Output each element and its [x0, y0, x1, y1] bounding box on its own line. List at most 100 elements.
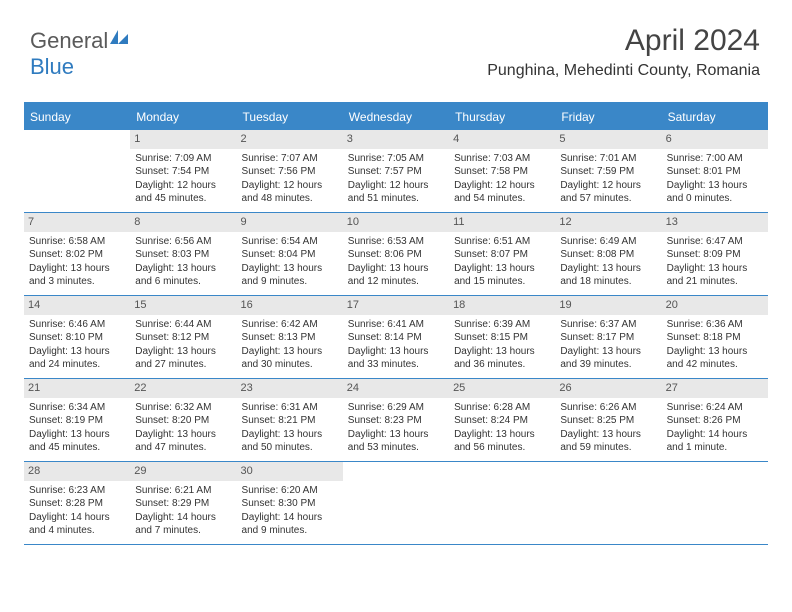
day-info-line: Sunset: 8:13 PM: [242, 331, 338, 345]
day-info-line: and 6 minutes.: [135, 275, 231, 289]
day-info-line: Sunrise: 6:34 AM: [29, 401, 125, 415]
day-info-line: Sunset: 7:58 PM: [454, 165, 550, 179]
day-info-line: Daylight: 13 hours: [454, 262, 550, 276]
day-info-line: Sunset: 8:28 PM: [29, 497, 125, 511]
day-info-line: and 15 minutes.: [454, 275, 550, 289]
day-info-line: Sunset: 7:59 PM: [560, 165, 656, 179]
weekday-header: Sunday: [24, 104, 130, 130]
day-info-line: Sunrise: 6:31 AM: [242, 401, 338, 415]
day-info-line: Sunset: 8:18 PM: [667, 331, 763, 345]
day-info-line: Sunset: 8:20 PM: [135, 414, 231, 428]
day-number: 1: [130, 130, 236, 149]
day-info-line: Sunset: 7:57 PM: [348, 165, 444, 179]
day-info-line: Sunset: 8:01 PM: [667, 165, 763, 179]
day-info-line: Daylight: 12 hours: [560, 179, 656, 193]
calendar-day-cell: 20Sunrise: 6:36 AMSunset: 8:18 PMDayligh…: [662, 296, 768, 378]
day-info-line: Sunset: 8:02 PM: [29, 248, 125, 262]
day-info-line: Daylight: 12 hours: [348, 179, 444, 193]
day-info-line: Daylight: 13 hours: [454, 428, 550, 442]
day-number: 15: [130, 296, 236, 315]
calendar-day-cell: 29Sunrise: 6:21 AMSunset: 8:29 PMDayligh…: [130, 462, 236, 544]
day-info-line: Sunset: 8:23 PM: [348, 414, 444, 428]
day-info-line: Sunset: 8:17 PM: [560, 331, 656, 345]
day-info-line: and 56 minutes.: [454, 441, 550, 455]
day-info-line: Sunrise: 6:46 AM: [29, 318, 125, 332]
calendar-day-cell: 27Sunrise: 6:24 AMSunset: 8:26 PMDayligh…: [662, 379, 768, 461]
calendar-day-cell: 11Sunrise: 6:51 AMSunset: 8:07 PMDayligh…: [449, 213, 555, 295]
day-info-line: Daylight: 13 hours: [348, 262, 444, 276]
day-info-line: and 57 minutes.: [560, 192, 656, 206]
day-info-line: Daylight: 14 hours: [667, 428, 763, 442]
day-info-line: Daylight: 13 hours: [560, 345, 656, 359]
day-number: 10: [343, 213, 449, 232]
day-info-line: Sunset: 7:54 PM: [135, 165, 231, 179]
day-info-line: Daylight: 13 hours: [29, 428, 125, 442]
calendar-day-cell: 6Sunrise: 7:00 AMSunset: 8:01 PMDaylight…: [662, 130, 768, 212]
day-info-line: Daylight: 13 hours: [29, 262, 125, 276]
day-number: 23: [237, 379, 343, 398]
day-info-line: and 9 minutes.: [242, 524, 338, 538]
day-info-line: Daylight: 13 hours: [348, 428, 444, 442]
day-info-line: Sunset: 8:09 PM: [667, 248, 763, 262]
day-number: 22: [130, 379, 236, 398]
calendar-day-cell: 18Sunrise: 6:39 AMSunset: 8:15 PMDayligh…: [449, 296, 555, 378]
day-info-line: Sunrise: 7:09 AM: [135, 152, 231, 166]
page-title: April 2024 Punghina, Mehedinti County, R…: [487, 24, 760, 80]
day-info-line: Daylight: 13 hours: [667, 345, 763, 359]
day-info-line: and 42 minutes.: [667, 358, 763, 372]
triangle-icon: [110, 30, 118, 44]
day-info-line: Sunrise: 7:01 AM: [560, 152, 656, 166]
day-number: 16: [237, 296, 343, 315]
day-info-line: and 18 minutes.: [560, 275, 656, 289]
weekday-header: Thursday: [449, 104, 555, 130]
day-info-line: Daylight: 13 hours: [454, 345, 550, 359]
day-info-line: Sunset: 8:14 PM: [348, 331, 444, 345]
day-info-line: and 47 minutes.: [135, 441, 231, 455]
calendar-day-cell: 12Sunrise: 6:49 AMSunset: 8:08 PMDayligh…: [555, 213, 661, 295]
day-info-line: Sunrise: 7:05 AM: [348, 152, 444, 166]
day-info-line: and 30 minutes.: [242, 358, 338, 372]
day-info-line: Sunset: 8:12 PM: [135, 331, 231, 345]
calendar-day-cell: 25Sunrise: 6:28 AMSunset: 8:24 PMDayligh…: [449, 379, 555, 461]
calendar-day-cell: 15Sunrise: 6:44 AMSunset: 8:12 PMDayligh…: [130, 296, 236, 378]
day-info-line: Sunrise: 6:26 AM: [560, 401, 656, 415]
day-number: 11: [449, 213, 555, 232]
day-info-line: Daylight: 13 hours: [667, 179, 763, 193]
calendar-day-cell: 22Sunrise: 6:32 AMSunset: 8:20 PMDayligh…: [130, 379, 236, 461]
day-info-line: and 7 minutes.: [135, 524, 231, 538]
day-info-line: Daylight: 14 hours: [135, 511, 231, 525]
day-number: 12: [555, 213, 661, 232]
day-info-line: Sunrise: 6:49 AM: [560, 235, 656, 249]
day-info-line: and 59 minutes.: [560, 441, 656, 455]
day-number: 26: [555, 379, 661, 398]
day-number: 30: [237, 462, 343, 481]
day-number: 9: [237, 213, 343, 232]
day-number: 6: [662, 130, 768, 149]
day-info-line: Daylight: 14 hours: [29, 511, 125, 525]
day-info-line: Sunset: 8:19 PM: [29, 414, 125, 428]
calendar-week-row: 14Sunrise: 6:46 AMSunset: 8:10 PMDayligh…: [24, 296, 768, 379]
calendar-day-cell: 8Sunrise: 6:56 AMSunset: 8:03 PMDaylight…: [130, 213, 236, 295]
day-info-line: Daylight: 13 hours: [560, 262, 656, 276]
weekday-header: Saturday: [662, 104, 768, 130]
day-info-line: Sunset: 8:03 PM: [135, 248, 231, 262]
brand-logo: General Blue: [30, 28, 128, 80]
day-number: 14: [24, 296, 130, 315]
day-info-line: Sunrise: 6:28 AM: [454, 401, 550, 415]
day-info-line: Sunrise: 7:07 AM: [242, 152, 338, 166]
weekday-header: Monday: [130, 104, 236, 130]
day-info-line: Sunrise: 6:23 AM: [29, 484, 125, 498]
day-info-line: Daylight: 13 hours: [135, 428, 231, 442]
day-info-line: Sunrise: 6:42 AM: [242, 318, 338, 332]
calendar-day-cell: [24, 130, 130, 212]
calendar-day-cell: 7Sunrise: 6:58 AMSunset: 8:02 PMDaylight…: [24, 213, 130, 295]
day-info-line: and 54 minutes.: [454, 192, 550, 206]
month-heading: April 2024: [487, 24, 760, 58]
day-info-line: and 12 minutes.: [348, 275, 444, 289]
day-number: 4: [449, 130, 555, 149]
weekday-header: Friday: [555, 104, 661, 130]
calendar-day-cell: 30Sunrise: 6:20 AMSunset: 8:30 PMDayligh…: [237, 462, 343, 544]
day-info-line: Daylight: 13 hours: [242, 262, 338, 276]
day-info-line: Sunset: 8:06 PM: [348, 248, 444, 262]
day-info-line: and 4 minutes.: [29, 524, 125, 538]
